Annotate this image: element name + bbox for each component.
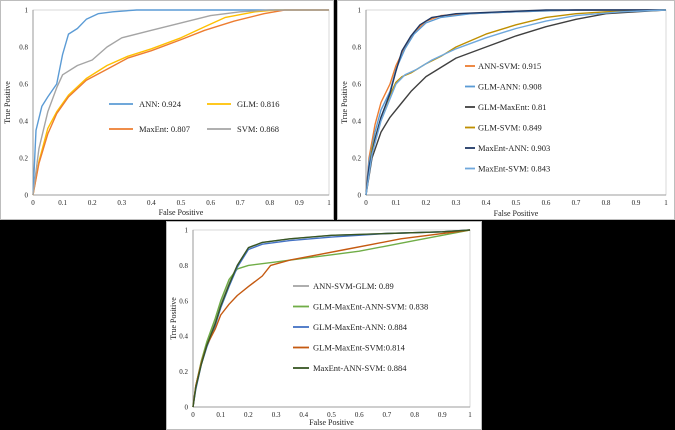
x-tick-label: 0.8 [265,199,274,207]
series-line-glm-maxent-ann-svm [192,229,471,408]
legend-label-ann: ANN: 0.924 [139,99,182,109]
x-tick-label: 0.6 [542,199,551,207]
y-axis-label: True Positive [3,81,12,124]
x-tick-label: 0.4 [299,411,308,419]
legend-label-glm: GLM: 0.816 [237,99,280,109]
y-tick-label: 0.2 [179,368,188,376]
roc-chart-two-model-ensembles-svg: 0 0.1 0.2 0.3 0.4 0.5 0.6 0.7 0.8 0.9 1 0 0.2 0.4 0.6 0… [340,7,668,219]
plot-area [192,229,471,408]
x-tick-label: 0.5 [177,199,186,207]
series-line-ann [32,9,329,196]
y-tick-label: 0.8 [19,44,28,52]
legend-label-ann-svm: ANN-SVM: 0.915 [478,61,541,71]
x-tick-label: 0.9 [295,199,304,207]
x-tick-label: 0.3 [272,411,281,419]
x-tick-label: 1 [468,411,472,419]
series-line-glm-maxent-svm [192,229,471,408]
x-tick-label: 0.3 [117,199,126,207]
series-line-ann-svm-glm [192,229,471,408]
y-tick-label: 0.2 [19,155,28,163]
legend-label-glm-maxent-svm: GLM-MaxEnt-SVM:0.814 [313,343,406,353]
x-tick-label: 0.4 [482,199,491,207]
x-tick-label: 0.1 [392,199,401,207]
x-tick-label: 0.9 [438,411,447,419]
x-tick-label: 0.7 [572,199,581,207]
legend-label-maxent: MaxEnt: 0.807 [139,124,190,134]
x-tick-label: 0.7 [236,199,245,207]
series-line-maxent-svm [365,9,667,196]
x-tick-label: 0.1 [58,199,67,207]
series-line-maxent-ann-svm [192,229,471,408]
x-tick-label: 0.9 [632,199,641,207]
series-line-maxent-ann [365,9,666,196]
legend-label-glm-ann: GLM-ANN: 0.908 [478,82,542,92]
y-axis-label: True Positive [169,297,178,340]
x-tick-label: 0.5 [512,199,521,207]
x-tick-label: 0.2 [422,199,431,207]
legend-label-glm-svm: GLM-SVM: 0.849 [478,123,542,133]
legend-label-svm: SVM: 0.868 [237,124,279,134]
y-tick-label: 1 [185,227,189,235]
x-tick-label: 0.6 [355,411,364,419]
roc-chart-single-models: 0 0.1 0.2 0.3 0.4 0.5 0.6 0.7 0.8 0.9 1 0 0.2 0.4 0.6 0… [0,0,334,220]
legend-label-ann-svm-glm: ANN-SVM-GLM: 0.89 [313,281,394,291]
x-tick-label: 0 [31,199,35,207]
x-tick-label: 0.5 [327,411,336,419]
roc-chart-two-model-ensembles: 0 0.1 0.2 0.3 0.4 0.5 0.6 0.7 0.8 0.9 1 0 0.2 0.4 0.6 0… [337,0,675,220]
x-tick-label: 0.2 [244,411,253,419]
y-tick-label: 0.6 [179,297,188,305]
series-line-svm [32,9,329,196]
x-tick-label: 0.2 [88,199,97,207]
x-axis-label: False Positive [159,208,204,217]
y-tick-label: 0.8 [352,44,361,52]
y-tick-label: 0.8 [179,262,188,270]
y-axis-label: True Positive [340,81,349,124]
y-tick-label: 1 [25,7,29,15]
legend-label-glm-maxent-ann-svm: GLM-MaxEnt-ANN-SVM: 0.838 [313,302,428,312]
legend-label-maxent-ann-svm: MaxEnt-ANN-SVM: 0.884 [313,363,407,373]
x-tick-label: 0 [364,199,368,207]
roc-chart-multi-model-ensembles: 0 0.1 0.2 0.3 0.4 0.5 0.6 0.7 0.8 0.9 1 0 0.2 0.4 0.6 0… [166,221,482,430]
y-tick-label: 0.4 [352,118,361,126]
x-axis-label: False Positive [309,418,354,427]
series-line-maxent [32,9,329,196]
x-tick-label: 0.7 [383,411,392,419]
roc-chart-multi-model-ensembles-svg: 0 0.1 0.2 0.3 0.4 0.5 0.6 0.7 0.8 0.9 1 0 0.2 0.4 0.6 0… [169,227,472,428]
legend-label-maxent-ann: MaxEnt-ANN: 0.903 [478,143,550,153]
y-tick-label: 0.4 [19,118,28,126]
x-tick-label: 0.6 [206,199,215,207]
y-tick-label: 1 [358,7,362,15]
legend-label-glm-maxent-ann: GLM-MaxEnt-ANN: 0.884 [313,322,408,332]
x-tick-label: 0.3 [452,199,461,207]
x-tick-label: 0.1 [216,411,225,419]
series-line-glm-maxent-ann [192,229,471,408]
y-tick-label: 0 [25,192,29,200]
x-tick-label: 0.8 [410,411,419,419]
series-line-glm-maxent [365,9,667,196]
y-tick-label: 0.4 [179,333,188,341]
legend-label-glm-maxent: GLM-MaxEnt: 0.81 [478,102,546,112]
legend-label-maxent-svm: MaxEnt-SVM: 0.843 [478,164,550,174]
x-tick-label: 0.8 [602,199,611,207]
y-tick-label: 0 [185,404,189,412]
x-tick-label: 1 [327,199,331,207]
x-tick-label: 1 [664,199,668,207]
roc-chart-single-models-svg: 0 0.1 0.2 0.3 0.4 0.5 0.6 0.7 0.8 0.9 1 0 0.2 0.4 0.6 0… [3,7,331,218]
x-axis-label: False Positive [494,209,539,218]
y-tick-label: 0.6 [352,81,361,89]
series-line-glm [32,9,329,196]
y-tick-label: 0.2 [352,155,361,163]
y-tick-label: 0 [358,192,362,200]
x-tick-label: 0.4 [147,199,156,207]
x-tick-label: 0 [191,411,195,419]
y-tick-label: 0.6 [19,81,28,89]
